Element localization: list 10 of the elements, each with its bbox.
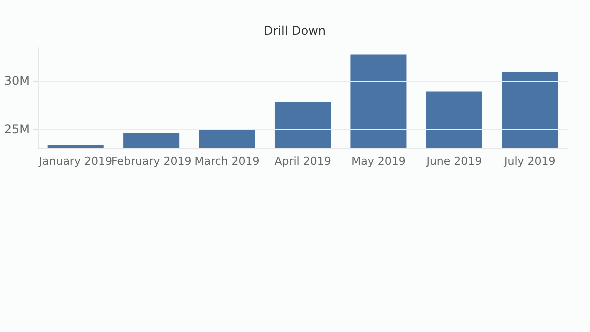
- x-tick-label: June 2019: [426, 155, 482, 168]
- x-tick-label: April 2019: [274, 155, 332, 168]
- x-tick-label: July 2019: [504, 155, 556, 168]
- x-tick-label: March 2019: [194, 155, 260, 168]
- y-tick-label: 30M: [4, 74, 30, 88]
- chart-title: Drill Down: [264, 24, 326, 38]
- x-tick-label: May 2019: [352, 155, 406, 168]
- x-tick-label: February 2019: [111, 155, 192, 168]
- x-tick-label: January 2019: [38, 155, 112, 168]
- y-tick-label: 25M: [4, 122, 30, 137]
